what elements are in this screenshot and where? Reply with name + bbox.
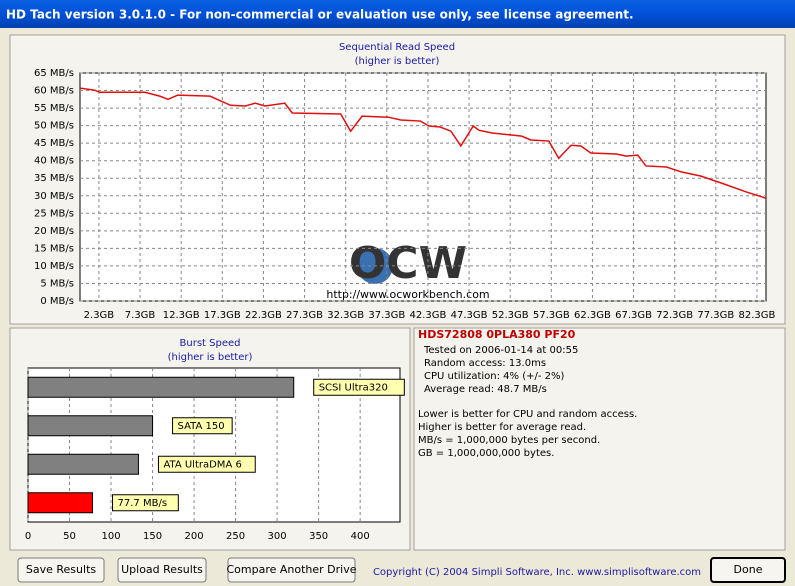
bar-label: ATA UltraDMA 6 — [163, 459, 241, 470]
bar-label-box — [313, 378, 405, 396]
x-tick-label: 0 — [25, 531, 31, 542]
y-tick-label: 45 MB/s — [34, 138, 74, 149]
y-tick-label: 60 MB/s — [34, 86, 74, 97]
y-tick-label: 20 MB/s — [34, 226, 74, 237]
y-tick-label: 35 MB/s — [34, 173, 74, 184]
x-tick-label: 82.3GB — [739, 310, 776, 321]
y-tick-label: 10 MB/s — [34, 261, 74, 272]
chart-title: Burst Speed — [180, 338, 241, 349]
x-tick-label: 50 — [63, 531, 76, 542]
x-tick-label: 37.3GB — [368, 310, 405, 321]
chart-subtitle: (higher is better) — [355, 56, 440, 67]
title-bar — [0, 0, 795, 28]
bar-label-box — [157, 455, 256, 473]
bar-label: SCSI Ultra320 — [319, 382, 388, 393]
x-tick-label: 350 — [309, 531, 328, 542]
y-tick-label: 0 MB/s — [40, 296, 74, 307]
x-tick-label: 100 — [101, 531, 120, 542]
stat-line: Average read: 48.7 MB/s — [424, 384, 547, 395]
x-tick-label: 7.3GB — [125, 310, 156, 321]
logo-url: http://www.ocworkbench.com — [326, 288, 489, 301]
x-tick-label: 300 — [268, 531, 287, 542]
x-tick-label: 47.3GB — [451, 310, 488, 321]
y-tick-label: 5 MB/s — [40, 278, 74, 289]
x-tick-label: 17.3GB — [204, 310, 241, 321]
x-tick-label: 12.3GB — [163, 310, 200, 321]
x-tick-label: 67.3GB — [615, 310, 652, 321]
x-tick-label: 42.3GB — [409, 310, 446, 321]
x-tick-label: 57.3GB — [533, 310, 570, 321]
x-tick-label: 52.3GB — [492, 310, 529, 321]
stat-line: Random access: 13.0ms — [424, 358, 546, 369]
info-panel — [413, 327, 786, 551]
bar — [27, 415, 154, 437]
y-tick-label: 40 MB/s — [34, 156, 74, 167]
x-tick-label: 2.3GB — [84, 310, 115, 321]
copyright: Copyright (C) 2004 Simpli Software, Inc.… — [373, 567, 701, 578]
bar-label: 77.7 MB/s — [118, 498, 168, 509]
chart-title: Sequential Read Speed — [339, 42, 455, 53]
note-line: Lower is better for CPU and random acces… — [418, 409, 637, 420]
button-label[interactable]: Done — [734, 563, 763, 576]
y-tick-label: 25 MB/s — [34, 208, 74, 219]
note-line: MB/s = 1,000,000 bytes per second. — [418, 435, 600, 446]
bar-label: SATA 150 — [178, 421, 225, 432]
y-tick-label: 15 MB/s — [34, 243, 74, 254]
bar — [27, 453, 139, 475]
x-tick-label: 150 — [143, 531, 162, 542]
y-tick-label: 50 MB/s — [34, 121, 74, 132]
x-tick-label: 400 — [351, 531, 370, 542]
x-tick-label: 22.3GB — [245, 310, 282, 321]
button-label[interactable]: Compare Another Drive — [226, 563, 356, 576]
x-tick-label: 250 — [226, 531, 245, 542]
x-tick-label: 62.3GB — [574, 310, 611, 321]
button[interactable] — [227, 557, 356, 583]
bar-label-box — [172, 417, 233, 435]
button-label[interactable]: Upload Results — [121, 563, 203, 576]
x-tick-label: 200 — [185, 531, 204, 542]
bar — [27, 376, 295, 398]
note-line: GB = 1,000,000,000 bytes. — [418, 448, 554, 459]
chart-subtitle: (higher is better) — [168, 352, 253, 363]
stat-line: CPU utilization: 4% (+/- 2%) — [424, 371, 565, 382]
y-tick-label: 30 MB/s — [34, 191, 74, 202]
x-tick-label: 77.3GB — [697, 310, 734, 321]
window-title: HD Tach version 3.0.1.0 - For non-commer… — [6, 8, 634, 22]
bar — [27, 492, 94, 514]
note-line: Higher is better for average read. — [418, 422, 586, 433]
drive-name: HDS72808 0PLA380 PF20 — [418, 328, 576, 341]
button[interactable] — [17, 557, 105, 583]
x-tick-label: 72.3GB — [656, 310, 693, 321]
button[interactable] — [117, 557, 207, 583]
stat-line: Tested on 2006-01-14 at 00:55 — [423, 345, 578, 356]
bar-label-box — [112, 494, 179, 512]
y-tick-label: 55 MB/s — [34, 103, 74, 114]
read-line — [79, 87, 767, 199]
y-tick-label: 65 MB/s — [34, 68, 74, 79]
button-label[interactable]: Save Results — [26, 563, 96, 576]
logo-text: OCW — [349, 238, 467, 289]
x-tick-label: 27.3GB — [286, 310, 323, 321]
button[interactable] — [710, 557, 786, 583]
x-tick-label: 32.3GB — [327, 310, 364, 321]
watermark: OCW http://www.ocworkbench.com — [326, 238, 489, 301]
